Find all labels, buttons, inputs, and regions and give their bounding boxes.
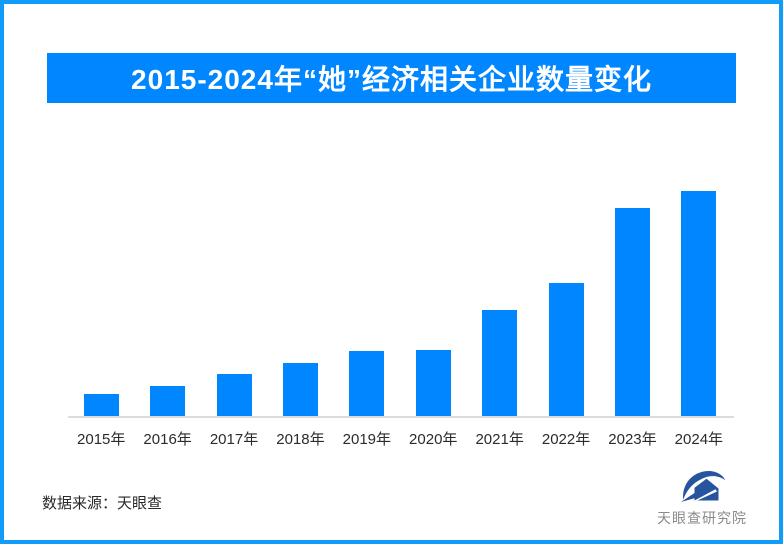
- bar-2021年: [482, 309, 518, 416]
- bar-column-2021年: [466, 176, 532, 416]
- bar-2022年: [548, 283, 584, 416]
- bar-column-2017年: [201, 176, 267, 416]
- tianyancha-eye-icon: [681, 470, 726, 502]
- x-tick-label-2019年: 2019年: [342, 431, 392, 448]
- bar-2023年: [614, 208, 650, 416]
- bar-column-2020年: [400, 176, 466, 416]
- x-tick-label-2022年: 2022年: [541, 431, 591, 448]
- bar-column-2018年: [267, 176, 333, 416]
- bar-2020年: [415, 349, 451, 416]
- chart-title: 2015-2024年“她”经济相关企业数量变化: [131, 64, 652, 95]
- bar-2024年: [681, 191, 717, 416]
- bar-2019年: [349, 351, 385, 416]
- x-axis-line: [68, 416, 734, 418]
- bar-2015年: [83, 393, 119, 416]
- bar-2017年: [216, 374, 252, 416]
- data-source-text: 数据来源：天眼查: [42, 495, 163, 512]
- bar-column-2024年: [666, 176, 732, 416]
- x-tick-label-2018年: 2018年: [276, 431, 325, 448]
- x-tick-label-2020年: 2020年: [409, 431, 458, 448]
- x-tick-label-2017年: 2017年: [209, 431, 259, 448]
- chart-title-banner: 2015-2024年“她”经济相关企业数量变化: [47, 53, 736, 103]
- tianyancha-logo: 天眼查研究院: [652, 468, 752, 528]
- bar-2018年: [282, 363, 318, 416]
- bar-column-2022年: [533, 176, 599, 416]
- bar-2016年: [150, 385, 186, 416]
- x-tick-label-2021年: 2021年: [475, 431, 524, 448]
- bar-column-2016年: [134, 176, 200, 416]
- x-axis-labels: 2015年 2016年 2017年 2018年 2019年 2020年 2021年 2022年…: [68, 428, 732, 449]
- x-tick-label-2024年: 2024年: [674, 431, 724, 448]
- tianyancha-logo-text: 天眼查研究院: [657, 510, 747, 526]
- bar-column-2015年: [68, 176, 134, 416]
- plot-area: [68, 176, 732, 416]
- bar-column-2023年: [599, 176, 665, 416]
- bar-column-2019年: [334, 176, 400, 416]
- x-tick-label-2016年: 2016年: [143, 431, 192, 448]
- x-tick-label-2023年: 2023年: [608, 431, 657, 448]
- x-tick-label-2015年: 2015年: [77, 431, 126, 448]
